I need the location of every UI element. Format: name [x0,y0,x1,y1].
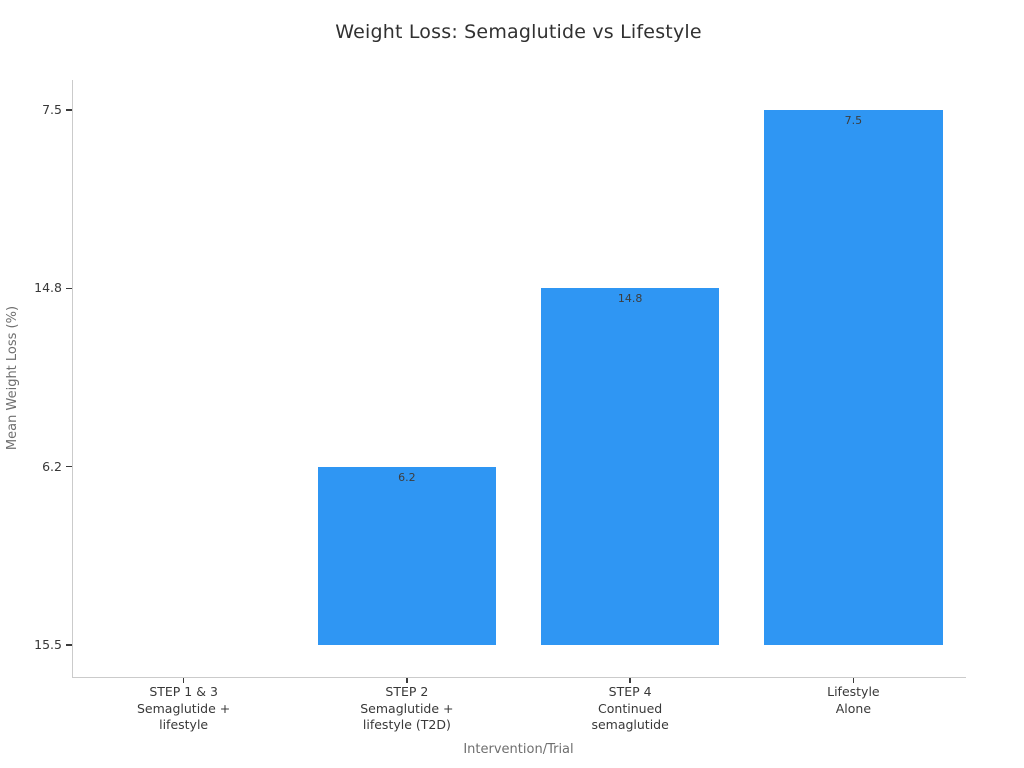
y-tick-mark [66,465,72,468]
plot-area [72,80,966,678]
y-tick-mark [66,287,72,290]
y-tick-label: 14.8 [34,280,62,296]
x-tick-label: STEP 2 Semaglutide + lifestyle (T2D) [360,684,454,732]
chart-title: Weight Loss: Semaglutide vs Lifestyle [335,21,702,43]
x-tick-mark [406,678,408,683]
y-tick-label: 7.5 [42,101,62,117]
y-tick-label: 15.5 [34,637,62,653]
x-tick-label: STEP 4 Continued semaglutide [591,684,669,732]
bar-value-label: 6.2 [398,470,416,484]
x-tick-mark [182,678,185,683]
bar-value-label: 14.8 [617,292,643,306]
y-tick-label: 6.2 [42,458,62,474]
x-tick-mark [629,678,631,683]
x-tick-label: STEP 1 & 3 Semaglutide + lifestyle [137,684,231,732]
y-axis-title: Mean Weight Loss (%) [5,305,20,451]
x-tick-label: Lifestyle Alone [827,684,880,716]
y-tick-mark [66,109,72,111]
x-tick-mark [852,678,855,683]
bar [764,109,943,646]
bar [540,288,720,646]
bar [317,466,497,646]
x-axis-title: Intervention/Trial [463,742,574,757]
bar-value-label: 7.5 [844,113,863,127]
y-tick-mark [66,644,72,646]
